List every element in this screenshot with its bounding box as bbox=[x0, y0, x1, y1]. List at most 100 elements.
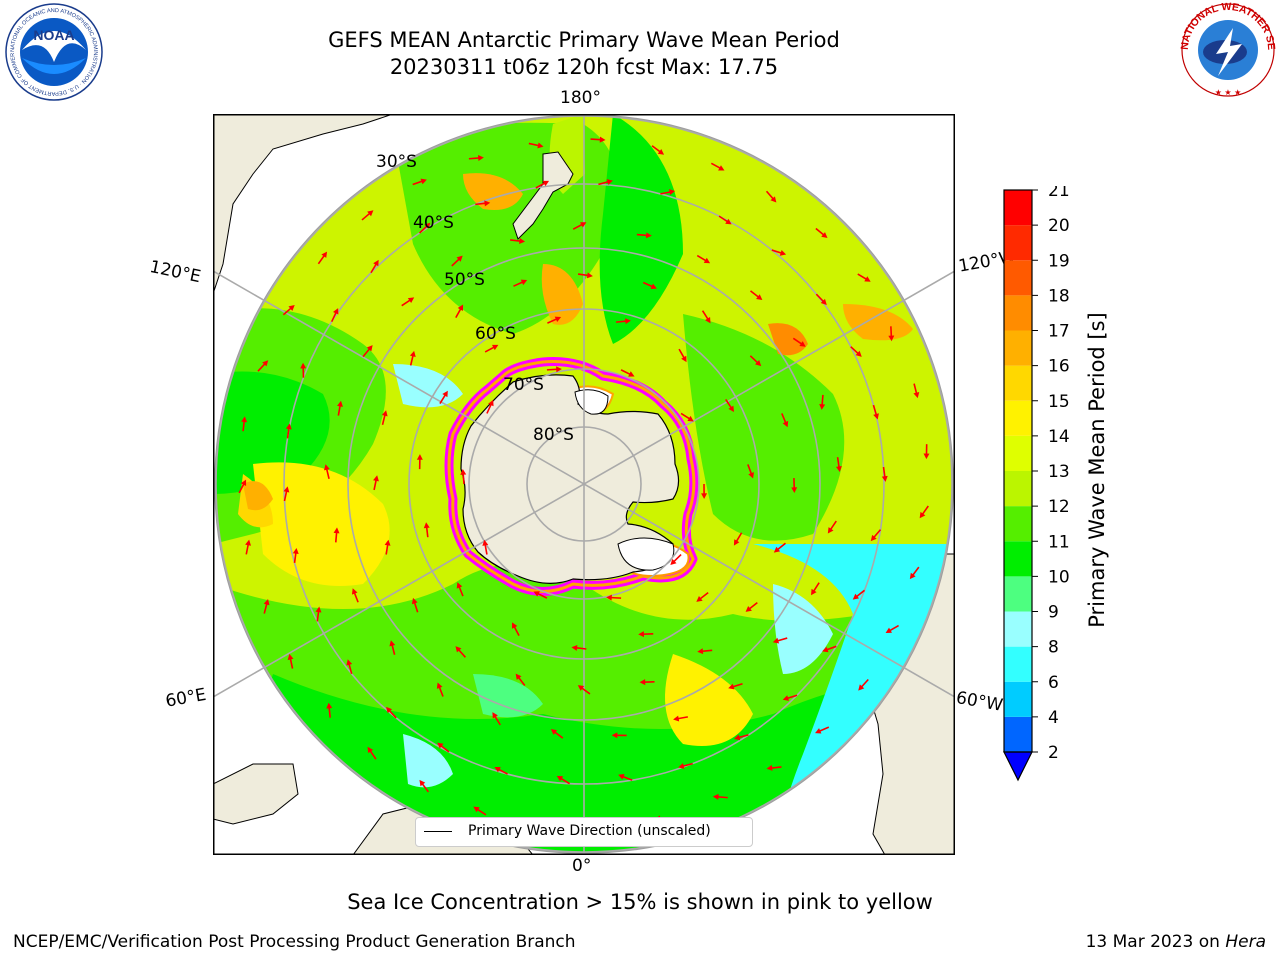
wave-direction-arrowhead bbox=[718, 165, 725, 171]
wave-direction-arrowhead bbox=[492, 712, 498, 719]
colorbar-cell bbox=[1004, 471, 1032, 507]
wave-direction-arrowhead bbox=[618, 774, 625, 780]
colorbar-cell bbox=[1004, 435, 1032, 471]
colorbar-tick-label: 20 bbox=[1048, 216, 1070, 236]
wave-direction-arrowhead bbox=[791, 487, 798, 494]
lat-label-70s: 70°S bbox=[503, 375, 544, 395]
wave-direction-arrowhead bbox=[678, 763, 685, 769]
noaa-logo-text: NOAA bbox=[33, 27, 74, 43]
colorbar-tick-label: 10 bbox=[1048, 567, 1070, 587]
wave-direction-arrowhead bbox=[367, 210, 374, 217]
colorbar-tick-label: 6 bbox=[1048, 673, 1059, 693]
wave-direction-arrowhead bbox=[733, 734, 741, 741]
wave-direction-arrowhead bbox=[650, 283, 657, 290]
wave-direction-arrowhead bbox=[460, 469, 467, 475]
wave-direction-arrowhead bbox=[333, 527, 340, 534]
wave-direction-arrowhead bbox=[423, 522, 430, 529]
wave-direction-arrowhead bbox=[407, 297, 415, 304]
lat-label-80s: 80°S bbox=[533, 425, 574, 445]
wave-direction-arrowhead bbox=[337, 400, 343, 407]
wave-direction-arrowhead bbox=[292, 548, 299, 555]
colorbar-cell bbox=[1004, 506, 1032, 542]
wave-direction-arrowhead bbox=[638, 631, 645, 638]
wave-direction-arrowhead bbox=[288, 304, 295, 311]
wave-direction-arrowhead bbox=[477, 155, 484, 161]
colorbar-cell bbox=[1004, 190, 1032, 226]
wave-direction-arrowhead bbox=[512, 622, 518, 629]
wave-direction-arrowhead bbox=[580, 222, 587, 228]
wave-direction-arrowhead bbox=[482, 539, 489, 546]
wave-direction-arrowhead bbox=[373, 259, 379, 267]
lat-label-50s: 50°S bbox=[444, 270, 485, 290]
wave-direction-arrowhead bbox=[455, 646, 462, 653]
wave-direction-arrowhead bbox=[373, 475, 379, 482]
date-stamp: 13 Mar 2023 on Hera bbox=[1086, 932, 1266, 952]
colorbar-tick-label: 19 bbox=[1048, 251, 1070, 271]
wave-direction-arrowhead bbox=[285, 423, 292, 430]
wave-direction-arrowhead bbox=[519, 238, 526, 244]
wave-direction-arrowhead bbox=[625, 318, 631, 325]
wave-direction-arrows bbox=[238, 136, 930, 829]
colorbar-tick-label: 11 bbox=[1048, 532, 1070, 552]
legend-label: Primary Wave Direction (unscaled) bbox=[468, 823, 711, 839]
credit-text: NCEP/EMC/Verification Post Processing Pr… bbox=[13, 932, 576, 952]
colorbar-tick-label: 21 bbox=[1048, 186, 1070, 201]
wave-direction-arrowhead bbox=[919, 511, 926, 519]
wave-direction-arrowhead bbox=[885, 627, 892, 634]
lat-label-30s: 30°S bbox=[376, 152, 417, 172]
wave-direction-arrowhead bbox=[725, 218, 732, 225]
wave-direction-arrowhead bbox=[611, 732, 618, 739]
wave-direction-arrowhead bbox=[821, 232, 828, 239]
wave-direction-arrowhead bbox=[420, 178, 427, 185]
wave-direction-arrowhead bbox=[437, 742, 444, 749]
wave-direction-arrowhead bbox=[283, 486, 290, 493]
chart-title: GEFS MEAN Antarctic Primary Wave Mean Pe… bbox=[328, 28, 840, 52]
land-australia bbox=[213, 114, 394, 295]
wave-direction-arrowhead bbox=[733, 539, 740, 546]
wave-direction-arrowhead bbox=[262, 360, 269, 367]
colorbar-tick-label: 4 bbox=[1048, 708, 1059, 728]
wave-direction-arrowhead bbox=[852, 593, 860, 600]
sea-ice-note: Sea Ice Concentration > 15% is shown in … bbox=[347, 890, 933, 914]
colorbar-cell bbox=[1004, 681, 1032, 717]
wave-direction-arrowhead bbox=[326, 702, 333, 709]
colorbar-tick-label: 15 bbox=[1048, 392, 1070, 412]
wave-direction-arrowhead bbox=[457, 304, 464, 311]
wave-direction-arrowhead bbox=[416, 454, 423, 460]
wave-direction-arrowhead bbox=[670, 558, 677, 566]
colorbar-under-triangle bbox=[1003, 751, 1033, 782]
wave-direction-arrowhead bbox=[409, 350, 416, 358]
colorbar-tick-label: 17 bbox=[1048, 322, 1070, 342]
wave-direction-arrowhead bbox=[703, 257, 711, 264]
wave-direction-arrowhead bbox=[300, 362, 307, 369]
wave-direction-arrowhead bbox=[240, 479, 247, 487]
wave-direction-arrowhead bbox=[537, 142, 544, 149]
lon-label-120e: 120°E bbox=[147, 257, 203, 288]
colorbar-cell bbox=[1004, 295, 1032, 331]
wave-direction-arrowhead bbox=[419, 779, 426, 787]
wave-direction-arrowhead bbox=[888, 335, 895, 342]
colorbar-tick-label: 12 bbox=[1048, 497, 1070, 517]
wave-direction-arrowhead bbox=[669, 189, 676, 196]
wave-direction-arrowhead bbox=[909, 572, 916, 580]
wave-direction-arrowhead bbox=[599, 136, 606, 143]
chart-subtitle: 20230311 t06z 120h fcst Max: 17.75 bbox=[389, 55, 779, 79]
wave-direction-arrowhead bbox=[456, 255, 463, 262]
wave-direction-arrowhead bbox=[815, 728, 822, 734]
colorbar-ticks: 2 4 6 8 9 10 11 12 13 14 15 16 17 18 19 20 21 bbox=[1032, 186, 1070, 763]
land-new-zealand bbox=[512, 151, 574, 240]
wave-direction-arrowhead bbox=[442, 390, 448, 398]
colorbar-tick-label: 8 bbox=[1048, 638, 1059, 658]
colorbar-cells bbox=[1003, 189, 1033, 782]
wave-direction-arrowhead bbox=[456, 582, 463, 589]
wave-direction-arrowhead bbox=[645, 232, 652, 239]
wave-direction-arrowhead bbox=[424, 222, 431, 229]
noaa-logo: NOAA NATIONAL OCEANIC AND ATMOSPHERIC AD… bbox=[4, 2, 103, 101]
colorbar-cell bbox=[1004, 400, 1032, 436]
lon-label-60e: 60°E bbox=[164, 684, 208, 712]
wave-direction-arrowhead bbox=[494, 766, 501, 773]
wave-direction-arrowhead bbox=[488, 399, 494, 407]
wave-direction-arrowhead bbox=[606, 594, 612, 601]
colorbar-cell bbox=[1004, 646, 1032, 682]
wave-direction-arrowhead bbox=[491, 344, 499, 351]
